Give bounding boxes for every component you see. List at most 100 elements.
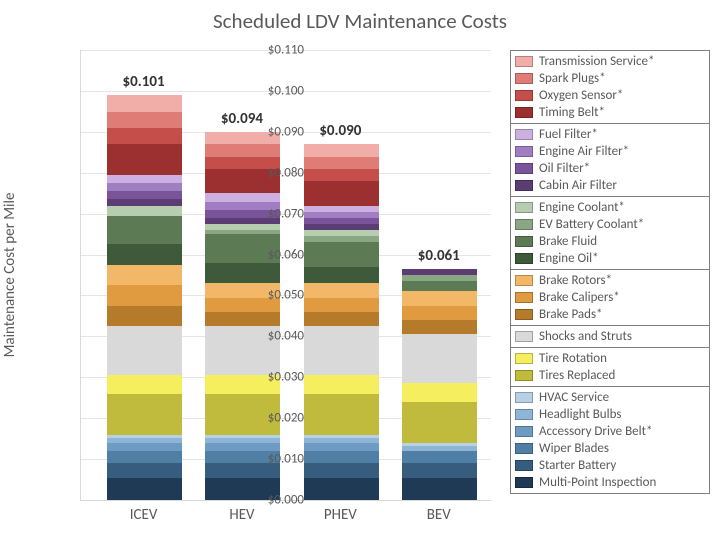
legend-item: EV Battery Coolant*: [515, 216, 705, 233]
seg-starter_battery: [304, 463, 379, 477]
legend-item: Brake Calipers*: [515, 289, 705, 306]
legend-item: Fuel Filter*: [515, 126, 705, 143]
seg-accessory_drive_belt: [205, 443, 280, 451]
legend-item: Spark Plugs*: [515, 70, 705, 87]
seg-wiper_blades: [402, 451, 477, 463]
legend-label: EV Battery Coolant*: [539, 217, 644, 232]
ytick-label: $0.070: [244, 206, 304, 221]
seg-brake_calipers: [107, 285, 182, 305]
legend-item: Starter Battery: [515, 457, 705, 474]
legend-swatch: [515, 129, 533, 140]
legend-item: HVAC Service: [515, 389, 705, 406]
seg-wiper_blades: [107, 451, 182, 463]
legend-swatch: [515, 56, 533, 67]
legend-swatch: [515, 370, 533, 381]
legend-swatch: [515, 392, 533, 403]
xtick-label: BEV: [399, 506, 479, 524]
legend-item: Multi-Point Inspection: [515, 474, 705, 491]
legend-group: Engine Coolant* EV Battery Coolant*Brake …: [510, 196, 710, 270]
legend-group: HVAC ServiceHeadlight Bulbs Accessory Dri…: [510, 386, 710, 494]
legend-label: Starter Battery: [539, 458, 616, 473]
legend-swatch: [515, 331, 533, 342]
legend-item: Timing Belt*: [515, 104, 705, 121]
legend-swatch: [515, 163, 533, 174]
legend-group: Shocks and Struts: [510, 325, 710, 348]
legend-swatch: [515, 460, 533, 471]
legend-swatch: [515, 477, 533, 488]
legend-label: Cabin Air Filter: [539, 178, 617, 193]
seg-wiper_blades: [304, 451, 379, 463]
ytick-label: $0.020: [244, 411, 304, 426]
chart-title: Scheduled LDV Maintenance Costs: [0, 0, 720, 34]
bar-total-label: $0.061: [399, 247, 479, 265]
seg-multi_point_inspection: [304, 478, 379, 501]
legend-swatch: [515, 275, 533, 286]
legend-item: Brake Pads*: [515, 306, 705, 323]
seg-engine_oil: [107, 244, 182, 264]
legend-label: Fuel Filter*: [539, 127, 598, 142]
legend-item: Tires Replaced: [515, 367, 705, 384]
bar-total-label: $0.101: [104, 73, 184, 91]
legend-label: Engine Coolant*: [539, 200, 625, 215]
seg-brake_rotors: [304, 283, 379, 297]
ytick-label: $0.010: [244, 452, 304, 467]
seg-brake_pads: [402, 320, 477, 334]
seg-brake_rotors: [107, 265, 182, 285]
legend-swatch: [515, 202, 533, 213]
legend-label: Brake Pads*: [539, 307, 603, 322]
legend-swatch: [515, 146, 533, 157]
legend-swatch: [515, 236, 533, 247]
legend-label: Headlight Bulbs: [539, 407, 621, 422]
bar-hev: [205, 132, 280, 500]
legend-group: Fuel Filter*Engine Air Filter*Oil Filter…: [510, 123, 710, 197]
legend-item: Oil Filter*: [515, 160, 705, 177]
legend-item: Oxygen Sensor*: [515, 87, 705, 104]
seg-engine_oil: [205, 263, 280, 283]
seg-tire_rotation: [402, 383, 477, 401]
legend-label: Engine Oil*: [539, 251, 599, 266]
legend-item: Engine Oil*: [515, 250, 705, 267]
ytick-label: $0.100: [244, 83, 304, 98]
legend-item: Brake Rotors*: [515, 272, 705, 289]
seg-tires_replaced: [107, 394, 182, 435]
legend-item: Transmission Service*: [515, 53, 705, 70]
seg-fuel_filter: [107, 175, 182, 183]
seg-engine_oil: [304, 267, 379, 283]
seg-brake_fluid: [402, 281, 477, 291]
legend-swatch: [515, 309, 533, 320]
seg-fuel_filter: [205, 193, 280, 201]
seg-oxygen_sensor: [107, 128, 182, 144]
legend-item: Engine Coolant*: [515, 199, 705, 216]
legend-label: Shocks and Struts: [539, 329, 632, 344]
ytick-label: $0.110: [244, 43, 304, 58]
ytick-label: $0.060: [244, 247, 304, 262]
seg-starter_battery: [402, 463, 477, 477]
seg-spark_plugs: [107, 112, 182, 128]
legend-label: Multi-Point Inspection: [539, 475, 656, 490]
legend-swatch: [515, 73, 533, 84]
seg-transmission_service: [304, 144, 379, 156]
seg-engine_air_filter: [107, 183, 182, 191]
legend-item: Brake Fluid: [515, 233, 705, 250]
xtick-label: HEV: [202, 506, 282, 524]
legend-item: Shocks and Struts: [515, 328, 705, 345]
ytick-label: $0.040: [244, 329, 304, 344]
legend-label: Accessory Drive Belt*: [539, 424, 652, 439]
legend-swatch: [515, 292, 533, 303]
seg-transmission_service: [107, 95, 182, 111]
seg-multi_point_inspection: [402, 478, 477, 501]
legend-label: Brake Rotors*: [539, 273, 612, 288]
seg-oxygen_sensor: [304, 169, 379, 181]
seg-shocks_struts: [402, 334, 477, 383]
xtick-label: ICEV: [104, 506, 184, 524]
seg-brake_fluid: [107, 216, 182, 245]
legend-label: Oxygen Sensor*: [539, 88, 623, 103]
legend-item: Headlight Bulbs: [515, 406, 705, 423]
legend-label: Tires Replaced: [539, 368, 615, 383]
legend-item: Wiper Blades: [515, 440, 705, 457]
xtick-label: PHEV: [300, 506, 380, 524]
seg-brake_fluid: [304, 242, 379, 267]
legend-label: Spark Plugs*: [539, 71, 606, 86]
bar-icev: [107, 95, 182, 500]
legend-group: Transmission Service*Spark Plugs* Oxygen …: [510, 50, 710, 124]
